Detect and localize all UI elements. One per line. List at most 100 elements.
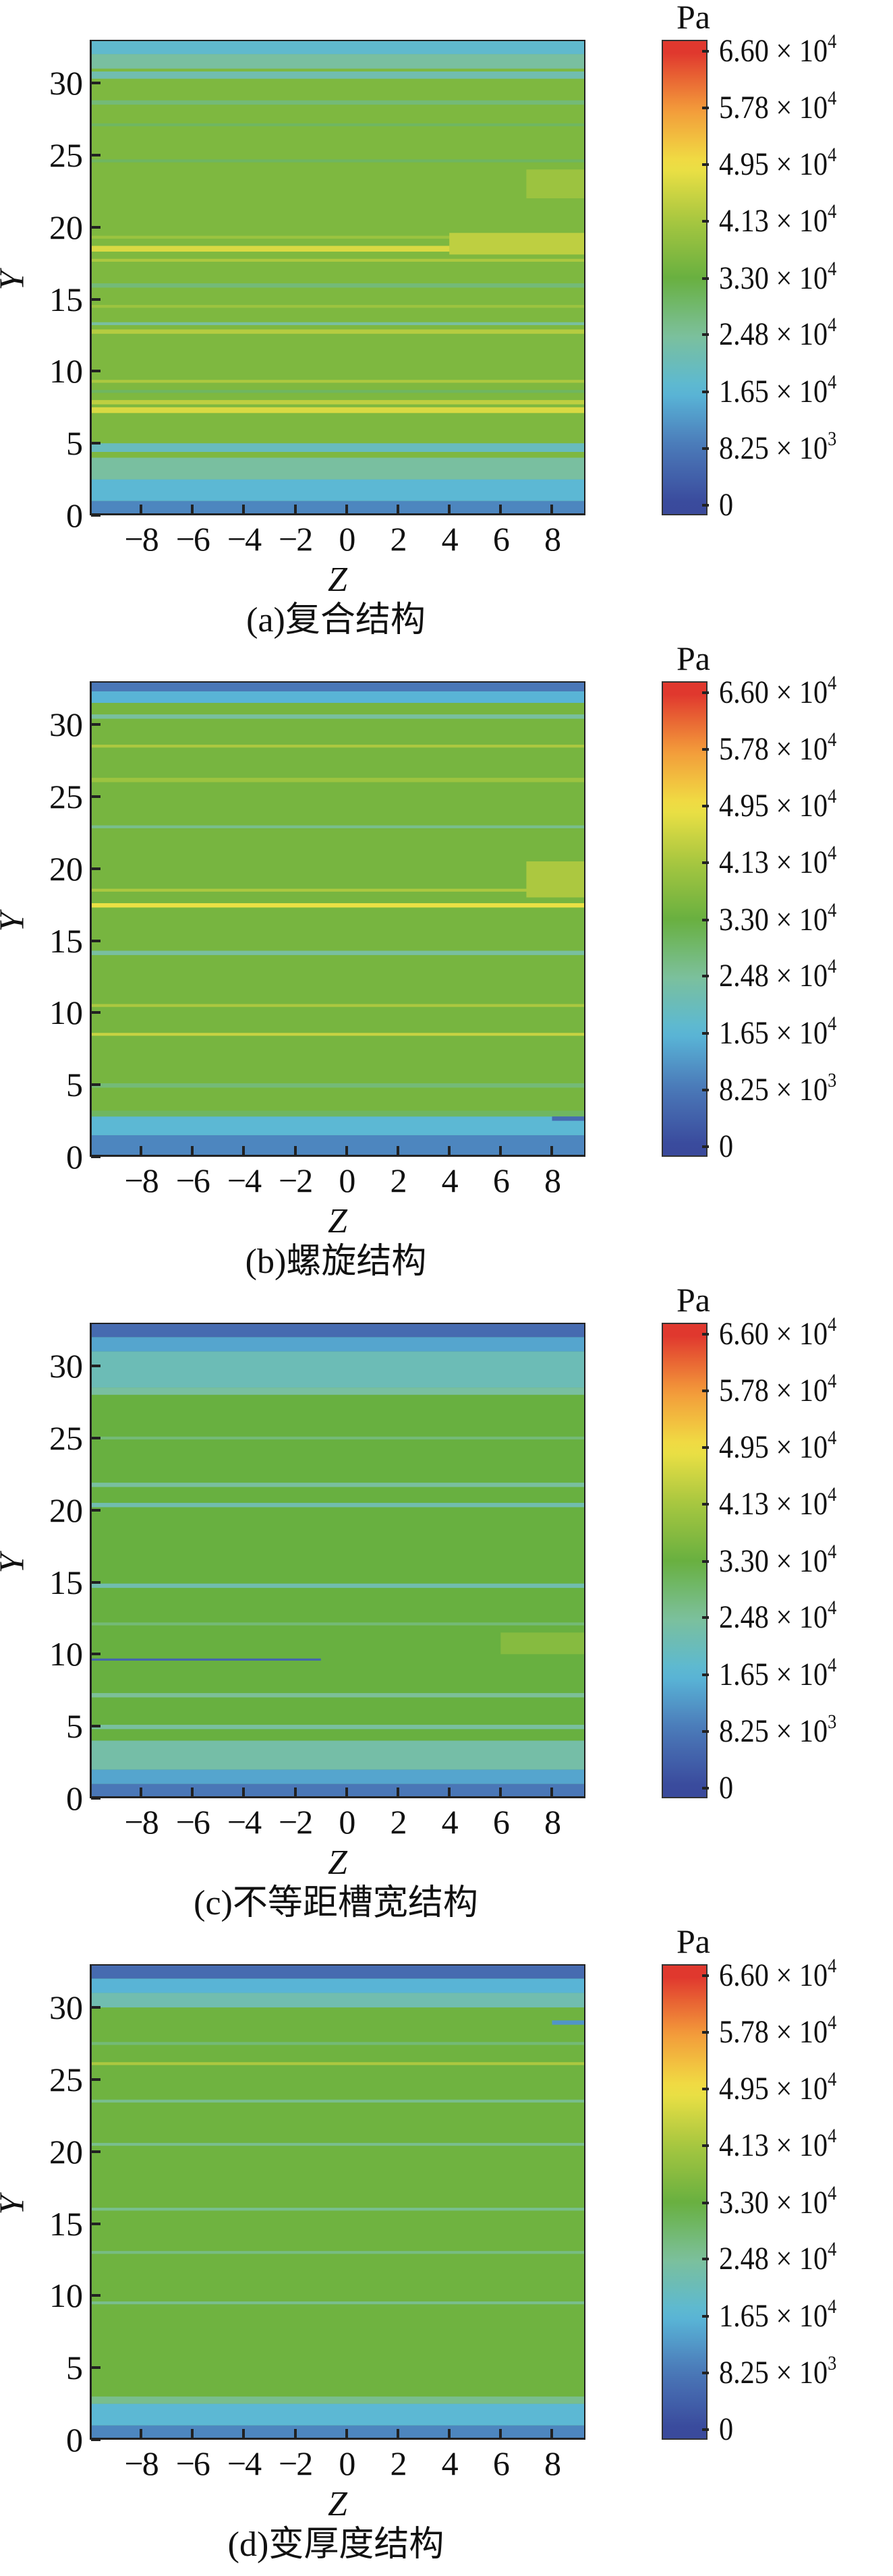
y-tick-label: 5	[66, 2349, 83, 2387]
colorbar-tick-mark	[702, 2201, 709, 2204]
colorbar-tick-mark	[702, 1616, 709, 1620]
x-tick-mark	[396, 1787, 399, 1797]
colorbar-tick-label: 4.13 × 104	[719, 2125, 836, 2163]
x-tick-mark	[550, 2429, 554, 2438]
heatmap-band	[90, 1583, 585, 1588]
colorbar-tick-label: 4.95 × 104	[719, 145, 836, 181]
colorbar-tick-times: ×	[768, 202, 799, 239]
colorbar-tick-mantissa: 5.78	[719, 731, 769, 767]
heatmap-band	[90, 123, 585, 127]
x-tick-mark	[499, 505, 502, 514]
colorbar-tick-mantissa: 4.13	[719, 202, 769, 239]
colorbar-tick-mark	[702, 861, 709, 864]
x-tick-label: −2	[279, 1162, 313, 1199]
y-tick-label: 15	[49, 921, 83, 960]
colorbar-tick-mantissa: 1.65	[719, 373, 769, 409]
colorbar-tick-base: 10	[799, 901, 828, 938]
x-tick-mark	[550, 1787, 554, 1797]
colorbar-tick-mantissa: 8.25	[719, 1713, 769, 1749]
y-tick-mark	[91, 1797, 100, 1800]
y-tick-mark	[91, 442, 100, 445]
colorbar-tick-mark	[702, 447, 709, 450]
colorbar-tick-exponent: 4	[828, 370, 837, 393]
colorbar-tick-times: ×	[768, 788, 799, 824]
y-tick-mark	[91, 2366, 100, 2370]
x-tick-label: 6	[492, 2444, 510, 2482]
colorbar-tick-times: ×	[768, 2297, 799, 2334]
y-tick-mark	[91, 1365, 100, 1368]
heatmap-band	[90, 1135, 585, 1157]
y-tick-label: 10	[49, 2277, 83, 2315]
colorbar-tick-base: 10	[799, 260, 828, 296]
x-tick-mark	[293, 2429, 297, 2438]
y-tick-mark	[91, 1083, 100, 1087]
colorbar-tick-exponent: 4	[828, 785, 837, 808]
heatmap-band	[90, 400, 585, 405]
colorbar-tick-times: ×	[768, 844, 799, 880]
colorbar-tick-exponent: 4	[828, 1369, 837, 1392]
colorbar-tick-mark	[702, 2144, 709, 2147]
heatmap-band	[90, 40, 585, 55]
colorbar-unit-label: Pa	[676, 0, 710, 36]
colorbar-tick-mark	[702, 2258, 709, 2261]
y-tick-label: 10	[49, 1635, 83, 1673]
heatmap-segment	[500, 1632, 585, 1655]
y-tick-label: 30	[49, 64, 83, 103]
colorbar-tick-mantissa: 6.60	[719, 1316, 769, 1352]
colorbar-tick-exponent: 4	[828, 2068, 837, 2091]
colorbar-tick-mark	[702, 975, 709, 978]
heatmap-band	[90, 1436, 585, 1440]
y-tick-label: 20	[49, 208, 83, 246]
x-tick-label: −8	[124, 1803, 159, 1841]
colorbar-tick-mantissa: 1.65	[719, 1014, 769, 1051]
y-tick-label: 25	[49, 777, 83, 815]
x-tick-label: 4	[441, 1162, 459, 1199]
colorbar-tick-label: 2.48 × 104	[719, 315, 836, 351]
colorbar-tick-label: 4.95 × 104	[719, 2069, 836, 2107]
heatmap-svg	[90, 1964, 585, 2440]
heatmap-band	[90, 2042, 585, 2045]
colorbar-tick-exponent: 4	[828, 2124, 837, 2147]
heatmap-band	[90, 380, 585, 383]
colorbar-tick-mantissa: 8.25	[719, 2354, 769, 2391]
colorbar-tick-label: 6.60 × 104	[719, 1315, 836, 1352]
colorbar-tick-exponent: 4	[828, 314, 837, 337]
colorbar-tick-mark	[702, 333, 709, 337]
heatmap-band	[90, 500, 585, 515]
y-tick-mark	[91, 1725, 100, 1728]
colorbar-tick-mantissa: 1.65	[719, 2297, 769, 2334]
x-tick-label: 8	[544, 520, 561, 558]
heatmap-band	[90, 950, 585, 955]
colorbar-tick-mantissa: 1.65	[719, 1656, 769, 1692]
x-tick-mark	[140, 505, 143, 514]
colorbar-tick-times: ×	[768, 373, 799, 409]
x-tick-label: −6	[175, 1803, 210, 1841]
colorbar-tick-base: 10	[799, 2071, 828, 2107]
y-tick-mark	[91, 514, 100, 517]
colorbar	[662, 40, 708, 515]
colorbar-tick-mark	[702, 1786, 709, 1790]
colorbar-tick-mantissa: 2.48	[719, 958, 769, 994]
heatmap-band	[90, 407, 585, 413]
x-tick-mark	[191, 2429, 194, 2438]
colorbar-tick-mantissa: 4.95	[719, 788, 769, 824]
y-tick-label: 20	[49, 1491, 83, 1529]
colorbar-tick-mantissa: 2.48	[719, 1599, 769, 1636]
heatmap-background	[90, 1964, 585, 2440]
colorbar-tick-mantissa: 4.13	[719, 1485, 769, 1522]
heatmap-band	[90, 714, 585, 719]
x-tick-label: 4	[441, 520, 459, 558]
x-tick-label: −4	[227, 1803, 262, 1841]
colorbar-tick-times: ×	[768, 1543, 799, 1579]
colorbar-tick-mark	[702, 503, 709, 507]
x-tick-label: 6	[492, 520, 510, 558]
heatmap-plot	[90, 40, 585, 515]
colorbar-tick-mark	[702, 1673, 709, 1676]
colorbar-tick-mark	[702, 1502, 709, 1506]
colorbar-tick-mark	[702, 106, 709, 109]
colorbar-tick-mantissa: 4.13	[719, 2127, 769, 2163]
y-tick-mark	[91, 370, 100, 373]
heatmap-background	[90, 40, 585, 515]
y-tick-label: 30	[49, 1347, 83, 1385]
heatmap-band	[90, 235, 585, 239]
